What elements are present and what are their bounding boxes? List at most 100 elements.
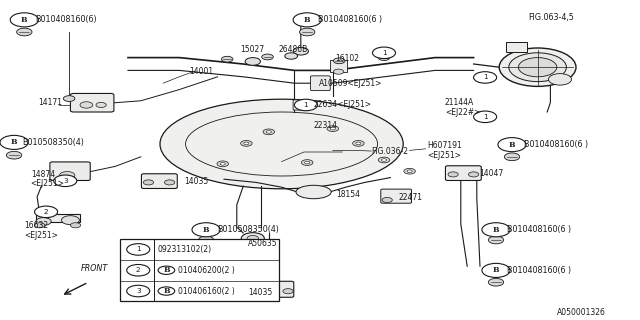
Text: 14171: 14171 <box>38 98 63 107</box>
Text: 3: 3 <box>136 288 141 294</box>
Circle shape <box>217 161 228 167</box>
Text: B: B <box>493 266 499 274</box>
Circle shape <box>300 28 315 36</box>
Circle shape <box>356 142 361 145</box>
Circle shape <box>127 264 150 276</box>
Text: B: B <box>11 138 17 146</box>
Text: 21144A: 21144A <box>445 98 474 107</box>
Circle shape <box>488 236 504 244</box>
Circle shape <box>266 131 271 133</box>
Text: B: B <box>163 287 170 295</box>
Ellipse shape <box>160 99 403 189</box>
Circle shape <box>499 48 576 86</box>
Circle shape <box>305 161 310 164</box>
Text: 010406200(2 ): 010406200(2 ) <box>178 266 235 275</box>
Circle shape <box>482 223 510 237</box>
Circle shape <box>198 236 214 244</box>
Text: B010408160(6): B010408160(6) <box>35 15 97 24</box>
Text: A10509<EJ251>: A10509<EJ251> <box>319 79 382 88</box>
Text: A050001326: A050001326 <box>557 308 605 317</box>
Circle shape <box>327 126 339 132</box>
Text: B010508350(4): B010508350(4) <box>218 225 280 234</box>
Text: 010406160(2 ): 010406160(2 ) <box>178 286 235 296</box>
Circle shape <box>260 289 271 294</box>
Ellipse shape <box>296 185 332 199</box>
Circle shape <box>333 69 344 74</box>
Text: 092313102(2): 092313102(2) <box>157 245 212 254</box>
Circle shape <box>6 151 22 159</box>
Text: B: B <box>203 226 209 234</box>
Circle shape <box>63 96 75 101</box>
Text: 1: 1 <box>381 50 387 56</box>
Circle shape <box>407 170 412 172</box>
Text: FRONT: FRONT <box>81 264 108 273</box>
FancyBboxPatch shape <box>445 166 481 180</box>
Circle shape <box>245 58 260 65</box>
Text: FIG.036-2: FIG.036-2 <box>371 147 408 156</box>
Circle shape <box>301 160 313 165</box>
Text: B: B <box>509 140 515 148</box>
Circle shape <box>474 111 497 123</box>
Text: B010408160(6 ): B010408160(6 ) <box>507 266 571 275</box>
Circle shape <box>482 263 510 277</box>
Circle shape <box>241 233 264 244</box>
Circle shape <box>488 278 504 286</box>
Text: B010408160(6 ): B010408160(6 ) <box>318 15 382 24</box>
Text: A50635: A50635 <box>248 239 278 248</box>
Text: <EJ251>: <EJ251> <box>31 180 65 188</box>
Text: 22471: 22471 <box>398 193 422 202</box>
Text: 15027: 15027 <box>240 45 264 54</box>
Circle shape <box>548 74 572 85</box>
Circle shape <box>468 172 479 177</box>
Text: <EJ251>: <EJ251> <box>24 231 58 240</box>
Circle shape <box>382 197 392 203</box>
Text: 1: 1 <box>303 102 308 108</box>
Circle shape <box>293 13 321 27</box>
Circle shape <box>378 157 390 163</box>
Text: 1: 1 <box>483 75 488 80</box>
Circle shape <box>330 127 335 130</box>
Text: 14001: 14001 <box>189 67 213 76</box>
Circle shape <box>61 216 79 225</box>
Text: H607191: H607191 <box>428 141 462 150</box>
Circle shape <box>294 99 317 111</box>
Circle shape <box>509 53 566 82</box>
Text: B: B <box>21 16 28 24</box>
Circle shape <box>192 223 220 237</box>
Circle shape <box>35 223 45 228</box>
Circle shape <box>36 218 51 225</box>
Circle shape <box>263 129 275 135</box>
Text: 22634<EJ251>: 22634<EJ251> <box>314 100 372 109</box>
Text: B010508350(4): B010508350(4) <box>22 138 84 147</box>
FancyBboxPatch shape <box>70 93 114 112</box>
Text: B: B <box>304 16 310 24</box>
Circle shape <box>474 72 497 83</box>
FancyBboxPatch shape <box>120 239 279 301</box>
FancyBboxPatch shape <box>330 60 347 72</box>
Circle shape <box>17 28 32 36</box>
Text: 14047: 14047 <box>479 169 503 178</box>
Circle shape <box>70 223 81 228</box>
Text: <EJ22#>: <EJ22#> <box>445 108 480 117</box>
Circle shape <box>54 175 77 187</box>
Text: B010408160(6 ): B010408160(6 ) <box>507 225 571 234</box>
Circle shape <box>285 53 298 59</box>
Circle shape <box>143 180 154 185</box>
Circle shape <box>10 13 38 27</box>
FancyBboxPatch shape <box>36 214 80 222</box>
Text: 14035: 14035 <box>248 288 273 297</box>
Text: 2: 2 <box>136 267 141 273</box>
FancyBboxPatch shape <box>506 42 527 52</box>
Circle shape <box>293 47 308 55</box>
Text: 26486B: 26486B <box>278 45 308 54</box>
Circle shape <box>164 180 175 185</box>
Circle shape <box>404 168 415 174</box>
Text: 3: 3 <box>63 178 68 184</box>
Circle shape <box>381 159 387 161</box>
Circle shape <box>244 142 249 145</box>
Circle shape <box>283 289 293 294</box>
Circle shape <box>448 172 458 177</box>
Circle shape <box>241 140 252 146</box>
Text: 22314: 22314 <box>314 121 338 130</box>
Circle shape <box>247 236 259 241</box>
